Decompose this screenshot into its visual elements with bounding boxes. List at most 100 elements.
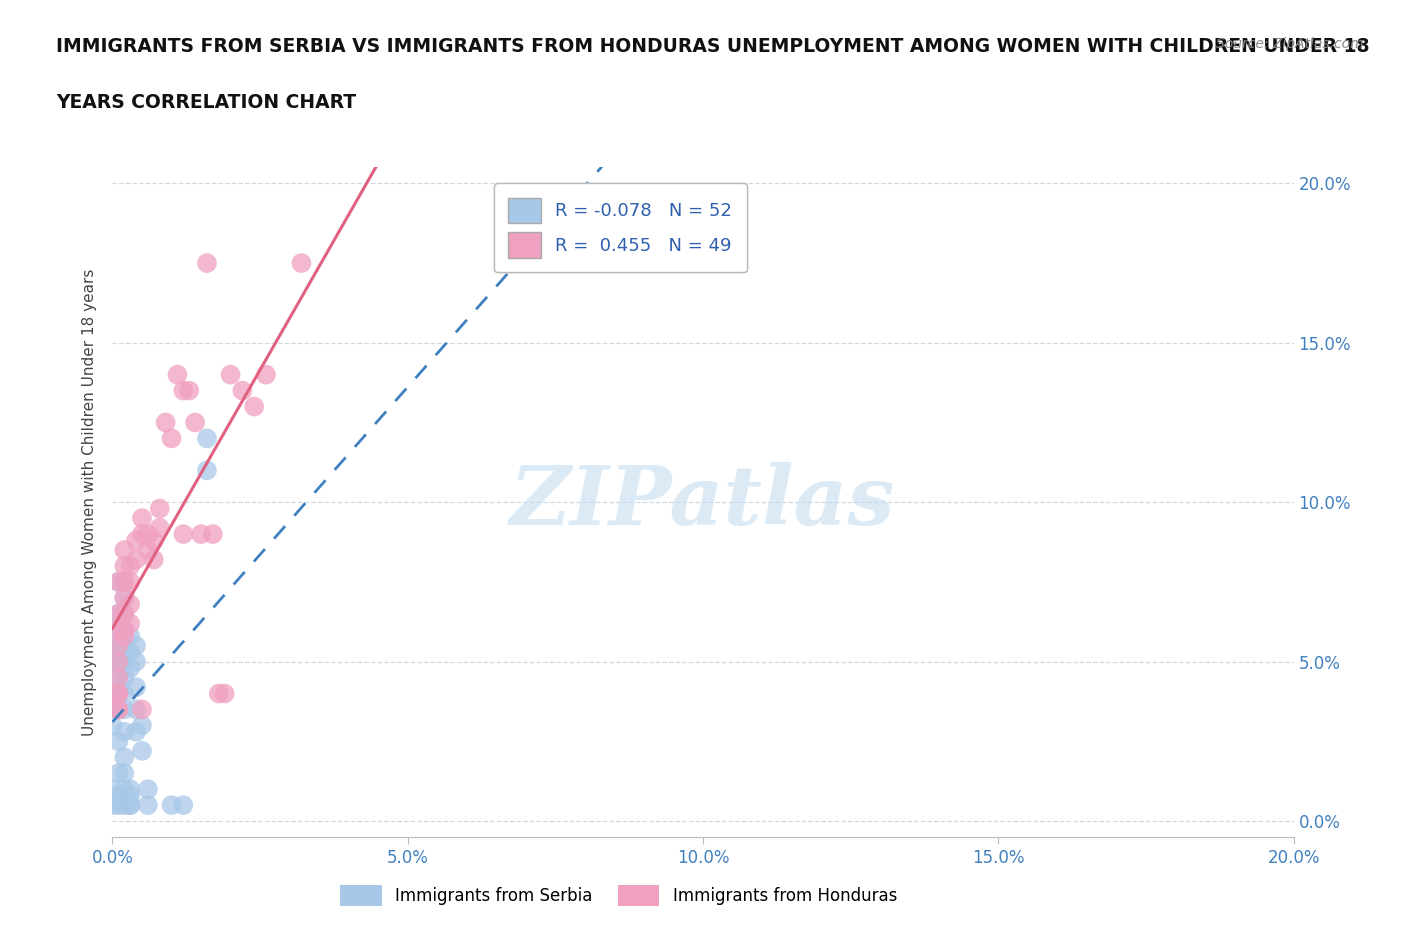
Point xyxy=(107,702,129,717)
Point xyxy=(112,702,135,717)
Point xyxy=(107,622,129,637)
Point xyxy=(166,367,188,382)
Point xyxy=(125,638,148,653)
Point xyxy=(112,765,135,780)
Point xyxy=(107,686,129,701)
Point xyxy=(231,383,253,398)
Point xyxy=(120,788,142,803)
Point xyxy=(112,629,135,644)
Point xyxy=(136,542,159,557)
Point xyxy=(107,606,129,621)
Point xyxy=(107,686,129,701)
Point xyxy=(120,629,142,644)
Point xyxy=(112,750,135,764)
Point xyxy=(125,702,148,717)
Point xyxy=(101,798,124,813)
Point xyxy=(101,782,124,797)
Point xyxy=(112,575,135,590)
Point xyxy=(107,734,129,749)
Point xyxy=(172,383,194,398)
Point xyxy=(112,671,135,685)
Point xyxy=(112,782,135,797)
Point xyxy=(172,526,194,541)
Point xyxy=(107,606,129,621)
Point xyxy=(112,686,135,701)
Point xyxy=(107,654,129,669)
Point xyxy=(107,702,129,717)
Point xyxy=(112,591,135,605)
Point xyxy=(120,575,142,590)
Point xyxy=(112,622,135,637)
Point xyxy=(112,591,135,605)
Point xyxy=(184,415,207,430)
Point xyxy=(160,431,183,445)
Point xyxy=(131,743,153,758)
Legend: Immigrants from Serbia, Immigrants from Honduras: Immigrants from Serbia, Immigrants from … xyxy=(333,879,904,912)
Point xyxy=(112,638,135,653)
Point xyxy=(290,256,312,271)
Point xyxy=(136,526,159,541)
Point xyxy=(208,686,231,701)
Point xyxy=(136,798,159,813)
Point xyxy=(107,686,129,701)
Point xyxy=(120,660,142,675)
Point xyxy=(112,798,135,813)
Point xyxy=(107,671,129,685)
Point xyxy=(195,431,218,445)
Point xyxy=(107,654,129,669)
Point xyxy=(142,533,165,548)
Point xyxy=(112,622,135,637)
Point xyxy=(131,511,153,525)
Point xyxy=(107,622,129,637)
Point xyxy=(120,559,142,574)
Point xyxy=(214,686,236,701)
Point xyxy=(112,542,135,557)
Point xyxy=(112,654,135,669)
Point xyxy=(107,798,129,813)
Text: Source: ZipAtlas.com: Source: ZipAtlas.com xyxy=(1216,37,1364,51)
Point xyxy=(201,526,224,541)
Point xyxy=(195,463,218,478)
Point xyxy=(112,606,135,621)
Point xyxy=(125,724,148,739)
Y-axis label: Unemployment Among Women with Children Under 18 years: Unemployment Among Women with Children U… xyxy=(82,269,97,736)
Point xyxy=(112,724,135,739)
Point xyxy=(131,526,153,541)
Point xyxy=(120,782,142,797)
Point xyxy=(107,671,129,685)
Point xyxy=(107,638,129,653)
Point xyxy=(107,575,129,590)
Point xyxy=(190,526,212,541)
Point xyxy=(107,638,129,653)
Point xyxy=(243,399,266,414)
Point xyxy=(120,798,142,813)
Point xyxy=(155,415,177,430)
Point xyxy=(125,552,148,567)
Point xyxy=(101,686,124,701)
Point xyxy=(112,575,135,590)
Point xyxy=(120,798,142,813)
Point xyxy=(149,520,172,535)
Point xyxy=(120,616,142,631)
Legend: R = -0.078   N = 52, R =  0.455   N = 49: R = -0.078 N = 52, R = 0.455 N = 49 xyxy=(494,183,747,272)
Point xyxy=(160,798,183,813)
Point xyxy=(107,765,129,780)
Point xyxy=(112,559,135,574)
Point xyxy=(125,533,148,548)
Text: ZIPatlas: ZIPatlas xyxy=(510,462,896,542)
Point xyxy=(172,798,194,813)
Point xyxy=(131,702,153,717)
Point xyxy=(101,638,124,653)
Point xyxy=(125,654,148,669)
Text: IMMIGRANTS FROM SERBIA VS IMMIGRANTS FROM HONDURAS UNEMPLOYMENT AMONG WOMEN WITH: IMMIGRANTS FROM SERBIA VS IMMIGRANTS FRO… xyxy=(56,37,1369,56)
Point xyxy=(219,367,242,382)
Point xyxy=(195,256,218,271)
Point xyxy=(142,552,165,567)
Point xyxy=(125,680,148,695)
Point xyxy=(112,606,135,621)
Point xyxy=(149,501,172,516)
Point xyxy=(131,718,153,733)
Point xyxy=(120,597,142,612)
Point xyxy=(254,367,277,382)
Point xyxy=(107,575,129,590)
